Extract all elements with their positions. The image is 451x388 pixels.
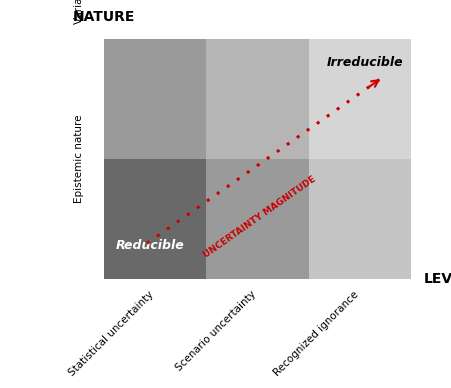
Text: Epistemic nature: Epistemic nature xyxy=(74,115,84,203)
Bar xyxy=(308,39,410,159)
Bar xyxy=(206,39,308,159)
Bar xyxy=(104,159,206,279)
Text: UNCERTAINTY MAGNITUDE: UNCERTAINTY MAGNITUDE xyxy=(202,175,317,260)
Text: LEVEL: LEVEL xyxy=(423,272,451,286)
Text: Irreducible: Irreducible xyxy=(326,56,403,69)
Text: Statistical uncertainty: Statistical uncertainty xyxy=(66,289,155,378)
Text: Recognized ignorance: Recognized ignorance xyxy=(271,289,359,378)
Bar xyxy=(206,159,308,279)
Text: NATURE: NATURE xyxy=(73,10,135,24)
Text: Variability nature: Variability nature xyxy=(74,0,84,24)
Bar xyxy=(104,39,206,159)
Text: Reducible: Reducible xyxy=(115,239,184,252)
Bar xyxy=(308,159,410,279)
Text: Scenario uncertainty: Scenario uncertainty xyxy=(173,289,257,373)
